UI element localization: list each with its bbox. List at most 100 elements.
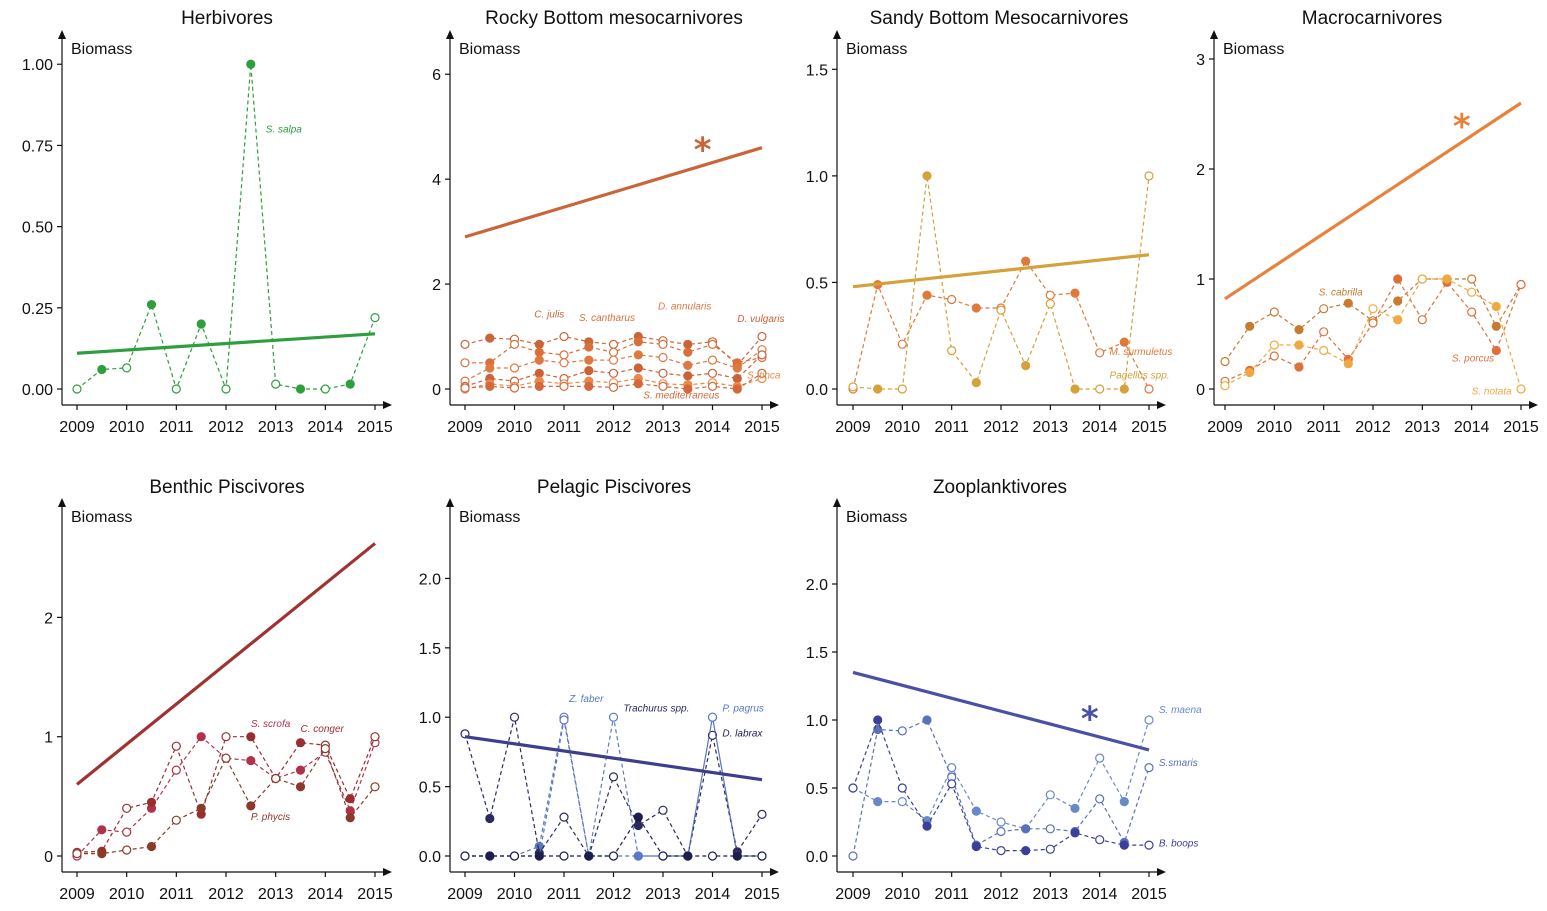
x-axis-arrow bbox=[383, 868, 392, 876]
x-tick-label: 2011 bbox=[1306, 419, 1341, 436]
data-point bbox=[996, 845, 1006, 856]
chart-panel: Pelagic Piscivores Biomass 0.0 0.5 1.0 1.5 2.0… bbox=[419, 477, 780, 903]
data-point bbox=[1220, 381, 1230, 391]
significance-star: * bbox=[694, 131, 712, 171]
data-point bbox=[1417, 274, 1427, 284]
data-point bbox=[345, 813, 355, 823]
data-point bbox=[1144, 171, 1154, 181]
data-point bbox=[196, 319, 206, 329]
species-label: B. boops bbox=[1159, 838, 1198, 849]
y-tick-label: 6 bbox=[432, 67, 441, 84]
x-tick-label: 2012 bbox=[596, 419, 632, 436]
x-tick-label: 2015 bbox=[357, 886, 393, 903]
data-point bbox=[509, 851, 520, 861]
species-label: D. labrax bbox=[722, 729, 763, 740]
data-point bbox=[633, 363, 643, 373]
species-label: S. mediterraneus bbox=[643, 390, 719, 401]
series-line bbox=[465, 815, 762, 857]
data-point bbox=[1220, 356, 1230, 367]
series-line bbox=[464, 717, 763, 858]
significance-star: * bbox=[1081, 699, 1099, 739]
data-point bbox=[1095, 348, 1105, 358]
data-point bbox=[922, 290, 932, 300]
x-tick-label: 2010 bbox=[885, 419, 921, 436]
data-point bbox=[848, 851, 858, 861]
data-point bbox=[171, 765, 181, 775]
data-point bbox=[707, 381, 718, 391]
data-point bbox=[559, 715, 569, 725]
data-point bbox=[707, 339, 718, 349]
data-point bbox=[658, 352, 668, 363]
y-axis-arrow bbox=[446, 498, 454, 507]
x-tick-label: 2010 bbox=[109, 886, 145, 903]
data-point bbox=[221, 384, 231, 394]
data-point bbox=[1442, 274, 1452, 284]
x-axis-arrow bbox=[1157, 401, 1166, 409]
data-point bbox=[534, 368, 544, 378]
x-tick-label: 2013 bbox=[645, 419, 681, 436]
data-point bbox=[485, 381, 495, 391]
x-tick-label: 2013 bbox=[1405, 419, 1441, 436]
data-point bbox=[633, 820, 643, 831]
data-point bbox=[996, 826, 1006, 837]
x-tick-label: 2015 bbox=[1503, 419, 1539, 436]
data-point bbox=[1070, 384, 1080, 394]
x-tick-label: 2012 bbox=[208, 886, 244, 903]
y-axis-arrow bbox=[833, 498, 841, 507]
trend-line bbox=[852, 670, 1150, 752]
x-tick-label: 2014 bbox=[695, 419, 731, 436]
data-point bbox=[683, 384, 693, 394]
x-tick-label: 2012 bbox=[983, 419, 1019, 436]
data-point bbox=[1294, 325, 1304, 335]
data-point bbox=[1393, 296, 1403, 306]
species-label: S. cabrilla bbox=[1319, 288, 1363, 299]
data-point bbox=[873, 724, 883, 735]
data-point bbox=[608, 368, 619, 378]
data-point bbox=[97, 848, 107, 859]
data-point bbox=[732, 384, 742, 394]
data-point bbox=[295, 738, 306, 748]
data-point bbox=[559, 331, 569, 342]
data-point bbox=[658, 339, 668, 349]
data-point bbox=[370, 782, 380, 792]
data-point bbox=[1294, 362, 1304, 372]
series-line bbox=[77, 747, 376, 855]
data-point bbox=[608, 339, 619, 349]
data-point bbox=[608, 382, 619, 392]
data-point bbox=[460, 851, 470, 861]
data-point bbox=[1491, 321, 1501, 331]
data-point bbox=[584, 851, 594, 861]
data-point bbox=[707, 368, 718, 378]
species-label: C. julis bbox=[534, 310, 564, 321]
data-point bbox=[485, 813, 495, 824]
data-point bbox=[971, 841, 981, 852]
x-tick-label: 2010 bbox=[109, 419, 145, 436]
y-axis-label: Biomass bbox=[459, 509, 520, 526]
data-point bbox=[1144, 715, 1154, 725]
series-line bbox=[852, 719, 1150, 830]
data-point bbox=[345, 794, 355, 804]
data-point bbox=[1119, 384, 1129, 394]
x-tick-label: 2009 bbox=[59, 419, 95, 436]
chart-panel: Zooplanktivores Biomass 0.0 0.5 1.0 1.5 2.0 200… bbox=[806, 477, 1202, 903]
x-tick-label: 2013 bbox=[645, 886, 681, 903]
y-axis-arrow bbox=[58, 498, 66, 507]
data-point bbox=[146, 300, 157, 310]
chart-title: Macrocarnivores bbox=[1302, 8, 1442, 29]
data-point bbox=[97, 364, 107, 375]
y-axis-arrow bbox=[1210, 30, 1218, 39]
data-point bbox=[1045, 824, 1055, 834]
x-tick-label: 2011 bbox=[547, 419, 582, 436]
y-tick-label: 0.00 bbox=[22, 382, 53, 399]
data-point bbox=[757, 331, 767, 342]
data-point bbox=[460, 339, 470, 349]
y-tick-label: 0 bbox=[1196, 382, 1205, 399]
y-tick-label: 1.0 bbox=[419, 710, 441, 727]
data-point bbox=[534, 355, 544, 365]
x-tick-label: 2011 bbox=[934, 419, 969, 436]
data-point bbox=[246, 732, 256, 742]
data-point bbox=[1021, 256, 1031, 266]
significance-star: * bbox=[1453, 107, 1471, 147]
x-tick-label: 2009 bbox=[1207, 419, 1243, 436]
data-point bbox=[1343, 359, 1353, 369]
